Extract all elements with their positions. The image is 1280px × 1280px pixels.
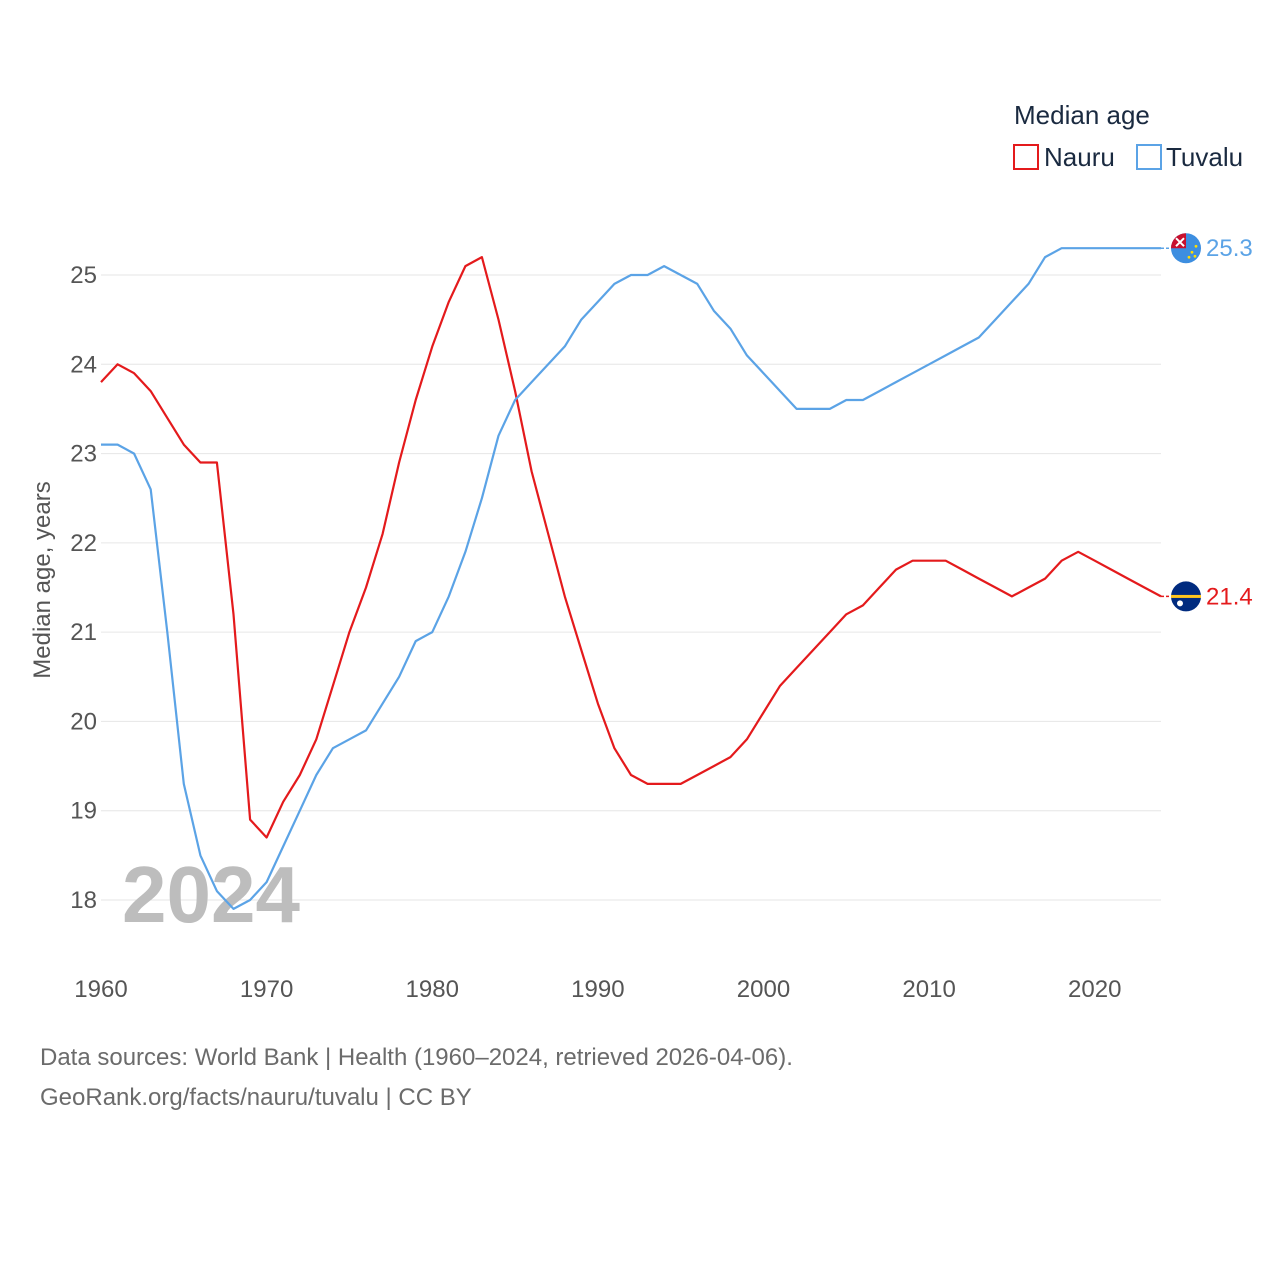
legend-swatch-tuvalu[interactable] xyxy=(1136,144,1162,170)
tuvalu-flag-star xyxy=(1193,254,1197,258)
legend-swatch-nauru[interactable] xyxy=(1013,144,1039,170)
end-markers: 21.4 25.3 xyxy=(1161,233,1253,612)
x-tick-label: 1970 xyxy=(240,976,293,1003)
data-source-text: Data sources: World Bank | Health (1960–… xyxy=(40,1044,793,1071)
y-axis-ticks: 18 19 20 21 22 23 24 25 xyxy=(70,262,97,914)
y-tick-label: 22 xyxy=(70,530,97,557)
nauru-flag-star xyxy=(1177,600,1183,607)
legend: Median age Nauru Tuvalu xyxy=(1013,100,1243,172)
tuvalu-flag-star xyxy=(1190,250,1194,254)
x-tick-label: 1990 xyxy=(571,976,624,1003)
legend-title: Median age xyxy=(1014,100,1150,130)
y-tick-label: 25 xyxy=(70,262,97,289)
legend-label-nauru[interactable]: Nauru xyxy=(1044,142,1115,172)
end-label-nauru: 21.4 xyxy=(1206,583,1253,610)
x-tick-label: 1980 xyxy=(406,976,459,1003)
nauru-flag-icon xyxy=(1171,581,1201,612)
x-tick-label: 1960 xyxy=(74,976,127,1003)
tuvalu-flag-icon xyxy=(1171,233,1201,264)
source-url-text: GeoRank.org/facts/nauru/tuvalu | CC BY xyxy=(40,1084,472,1111)
x-axis-ticks: 1960 1970 1980 1990 2000 2010 2020 xyxy=(74,976,1121,1003)
x-tick-label: 2010 xyxy=(902,976,955,1003)
x-tick-label: 2000 xyxy=(737,976,790,1003)
y-tick-label: 20 xyxy=(70,708,97,735)
series-line-nauru xyxy=(100,256,1162,839)
year-watermark: 2024 xyxy=(122,850,300,939)
end-label-tuvalu: 25.3 xyxy=(1206,235,1253,262)
y-tick-label: 23 xyxy=(70,441,97,468)
series-lines xyxy=(100,247,1162,910)
grid-lines xyxy=(101,274,1161,901)
y-tick-label: 19 xyxy=(70,798,97,825)
y-tick-label: 18 xyxy=(70,887,97,914)
y-axis-label: Median age, years xyxy=(29,481,56,678)
tuvalu-flag-star xyxy=(1194,244,1198,248)
tuvalu-flag-cross xyxy=(1175,237,1185,247)
y-tick-label: 21 xyxy=(70,619,97,646)
nauru-flag-stripe xyxy=(1171,594,1201,598)
tuvalu-flag-star xyxy=(1187,255,1191,259)
series-line-tuvalu xyxy=(101,247,1161,910)
legend-label-tuvalu[interactable]: Tuvalu xyxy=(1166,142,1243,172)
x-tick-label: 2020 xyxy=(1068,976,1121,1003)
y-tick-label: 24 xyxy=(70,351,97,378)
